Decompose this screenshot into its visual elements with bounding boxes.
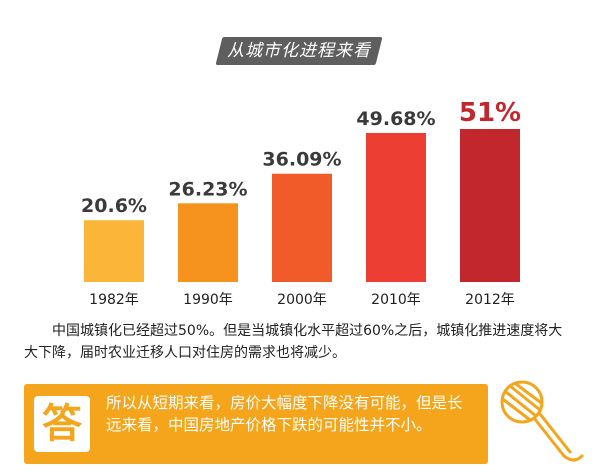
bar-value-label: 36.09% bbox=[262, 149, 341, 171]
bar-value-label: 49.68% bbox=[356, 108, 435, 130]
bar-chart: 20.6% 1982年 26.23% 1990年 36.09% 2000年 49.68% 20… bbox=[81, 98, 521, 308]
bar bbox=[272, 173, 332, 282]
category-label: 1990年 bbox=[183, 292, 233, 308]
bar bbox=[460, 129, 520, 282]
explanation-paragraph: 中国城镇化已经超过50%。但是当城镇化水平超过60%之后，城镇化推进速度将大大下… bbox=[24, 323, 563, 361]
bar-value-label: 51% bbox=[459, 98, 521, 128]
answer-badge: 答 bbox=[34, 396, 90, 452]
category-label: 2000年 bbox=[277, 292, 327, 308]
category-label: 2012年 bbox=[465, 292, 515, 308]
answer-text: 所以从短期来看，房价大幅度下降没有可能，但是长远来看，中国房地产价格下跌的可能性… bbox=[106, 394, 463, 434]
bar bbox=[178, 203, 238, 282]
microphone-icon bbox=[500, 380, 584, 462]
category-label: 1982年 bbox=[89, 292, 139, 308]
chart-title-tag: 从城市化进程来看 bbox=[227, 41, 371, 61]
bar bbox=[84, 220, 144, 282]
bar-value-label: 20.6% bbox=[81, 195, 147, 217]
bar bbox=[366, 132, 426, 282]
bar-value-label: 26.23% bbox=[168, 178, 247, 200]
category-label: 2010年 bbox=[371, 292, 421, 308]
answer-box bbox=[24, 384, 488, 464]
